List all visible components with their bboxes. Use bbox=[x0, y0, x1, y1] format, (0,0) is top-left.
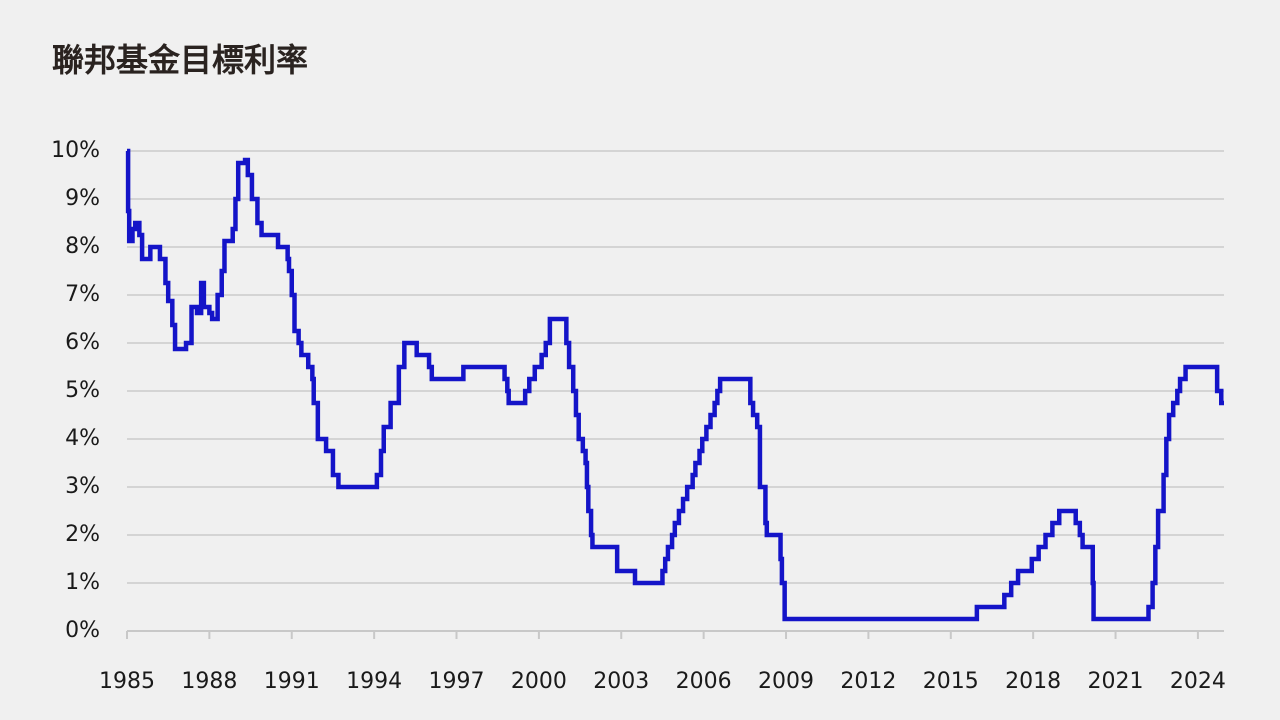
rate-line bbox=[125, 148, 1224, 622]
x-tick-label: 2021 bbox=[1088, 669, 1144, 694]
y-tick-label: 0% bbox=[65, 618, 100, 643]
x-tick-label: 2012 bbox=[840, 669, 896, 694]
y-tick-label: 6% bbox=[65, 330, 100, 355]
x-tick-label: 1994 bbox=[346, 669, 402, 694]
y-tick-label: 10% bbox=[51, 138, 100, 163]
y-tick-label: 9% bbox=[65, 186, 100, 211]
x-tick-label: 1991 bbox=[264, 669, 320, 694]
x-tick-label: 1988 bbox=[181, 669, 237, 694]
y-tick-label: 2% bbox=[65, 522, 100, 547]
x-tick-label: 2015 bbox=[923, 669, 979, 694]
y-tick-label: 7% bbox=[65, 282, 100, 307]
x-tick-label: 1997 bbox=[429, 669, 485, 694]
x-tick-label: 2009 bbox=[758, 669, 814, 694]
y-tick-label: 3% bbox=[65, 474, 100, 499]
x-tick-label: 2024 bbox=[1170, 669, 1226, 694]
y-tick-label: 4% bbox=[65, 426, 100, 451]
chart-title: 聯邦基金目標利率 bbox=[52, 41, 308, 79]
y-tick-label: 5% bbox=[65, 378, 100, 403]
x-tick-label: 2018 bbox=[1005, 669, 1061, 694]
x-tick-label: 2000 bbox=[511, 669, 567, 694]
x-tick-label: 2003 bbox=[593, 669, 649, 694]
y-tick-label: 8% bbox=[65, 234, 100, 259]
x-tick-label: 2006 bbox=[676, 669, 732, 694]
x-tick-label: 1985 bbox=[99, 669, 155, 694]
y-tick-label: 1% bbox=[65, 570, 100, 595]
